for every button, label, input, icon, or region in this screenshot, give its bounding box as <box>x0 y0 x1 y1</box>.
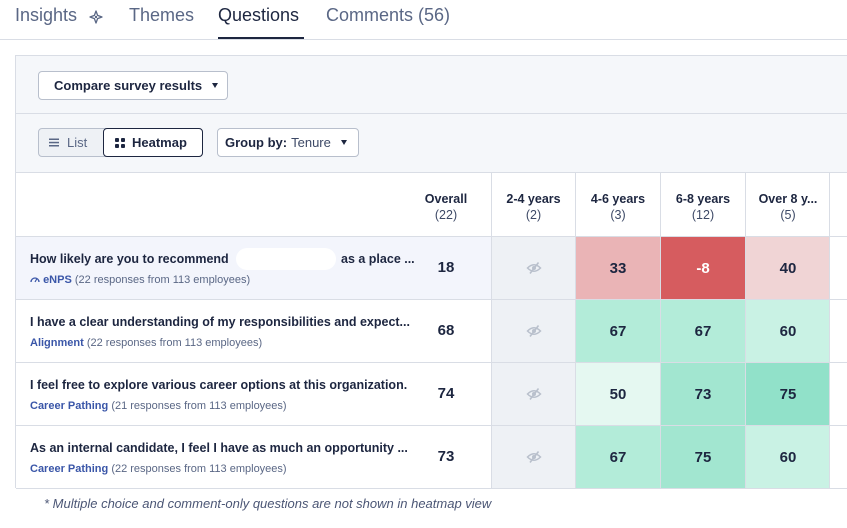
response-count: (21 responses from 113 employees) <box>111 400 287 412</box>
table-row[interactable]: As an internal candidate, I feel I have … <box>16 426 491 489</box>
eye-slash-icon <box>525 325 542 337</box>
theme-label[interactable]: eNPS <box>43 274 72 286</box>
heatmap-cell[interactable]: 75 <box>746 363 830 425</box>
group-by-value: Tenure <box>291 135 331 150</box>
view-controls: List Heatmap Group by: Tenure <box>16 114 847 173</box>
column-header-4-6-years[interactable]: 4-6 years (3) <box>590 192 646 222</box>
overall-score: 18 <box>437 259 455 276</box>
redacted-text <box>236 248 336 270</box>
group-by-dropdown[interactable]: Group by: Tenure <box>217 128 359 157</box>
column-divider <box>660 173 661 489</box>
column-divider <box>745 173 746 489</box>
tab-insights[interactable]: Insights <box>15 5 78 25</box>
heatmap-cell[interactable]: 60 <box>746 426 830 488</box>
sparkle-icon <box>89 10 103 24</box>
column-header-over-8-years[interactable]: Over 8 y... (5) <box>758 192 818 222</box>
eye-slash-icon <box>525 451 542 463</box>
group-by-label: Group by: <box>225 135 288 150</box>
eye-slash-icon <box>525 262 542 274</box>
overall-score: 68 <box>437 322 455 339</box>
column-header-overall[interactable]: Overall (22) <box>424 192 468 222</box>
overall-score: 74 <box>437 385 455 402</box>
heatmap-cell[interactable]: 40 <box>746 237 830 299</box>
column-header-6-8-years[interactable]: 6-8 years (12) <box>675 192 731 222</box>
column-divider <box>575 173 576 489</box>
question-text: How likely are you to recommend <box>30 252 229 266</box>
heatmap-footnote: * Multiple choice and comment-only quest… <box>44 496 492 511</box>
response-count: (22 responses from 113 employees) <box>111 463 287 475</box>
hidden-result-cell <box>492 363 575 425</box>
heatmap-cell[interactable]: -8 <box>661 237 745 299</box>
active-tab-indicator <box>218 37 304 39</box>
hidden-result-cell <box>492 300 575 362</box>
heatmap-panel: Compare survey results List <box>15 55 847 489</box>
gauge-icon <box>30 277 40 283</box>
chevron-down-icon <box>340 140 347 145</box>
theme-label[interactable]: Career Pathing <box>30 463 109 475</box>
row-divider <box>16 299 847 300</box>
compare-bar: Compare survey results <box>16 56 847 114</box>
question-text-end: as a place ... <box>341 252 415 266</box>
hidden-result-cell <box>492 237 575 299</box>
heatmap-cell[interactable]: 75 <box>661 426 745 488</box>
view-toggle: List Heatmap <box>38 128 203 157</box>
heatmap-cell[interactable]: 50 <box>576 363 660 425</box>
hidden-result-cell <box>492 426 575 488</box>
column-divider <box>829 173 830 489</box>
grid-icon <box>115 137 125 148</box>
chevron-down-icon <box>212 83 219 88</box>
tab-questions[interactable]: Questions <box>218 5 300 25</box>
row-divider <box>16 488 847 489</box>
eye-slash-icon <box>525 388 542 400</box>
row-divider <box>16 425 847 426</box>
question-text: I have a clear understanding of my respo… <box>30 315 410 329</box>
table-row[interactable]: How likely are you to recommend as a pla… <box>16 237 491 300</box>
tab-comments[interactable]: Comments (56) <box>326 5 451 25</box>
column-divider <box>491 173 492 489</box>
heatmap-cell[interactable]: 73 <box>661 363 745 425</box>
heatmap-cell[interactable]: 60 <box>746 300 830 362</box>
heatmap-cell[interactable]: 67 <box>661 300 745 362</box>
list-icon <box>49 138 59 147</box>
column-header-2-4-years[interactable]: 2-4 years (2) <box>506 192 561 222</box>
response-count: (22 responses from 113 employees) <box>86 337 263 349</box>
table-row[interactable]: I have a clear understanding of my respo… <box>16 300 491 363</box>
table-row[interactable]: I feel free to explore various career op… <box>16 363 491 426</box>
heatmap-cell[interactable]: 67 <box>576 426 660 488</box>
heatmap-cell[interactable]: 33 <box>576 237 660 299</box>
tab-themes[interactable]: Themes <box>129 5 195 25</box>
heatmap-cell[interactable]: 67 <box>576 300 660 362</box>
heatmap-view-button[interactable]: Heatmap <box>103 128 203 157</box>
question-text: As an internal candidate, I feel I have … <box>30 441 408 455</box>
list-view-button[interactable]: List <box>39 129 103 156</box>
tab-bar: Insights Themes Questions Comments (56) <box>0 0 847 40</box>
compare-survey-button[interactable]: Compare survey results <box>38 71 228 100</box>
row-divider <box>16 236 847 237</box>
row-divider <box>16 362 847 363</box>
question-text: I feel free to explore various career op… <box>30 378 408 392</box>
theme-label[interactable]: Alignment <box>30 337 84 349</box>
overall-score: 73 <box>437 448 455 465</box>
theme-label[interactable]: Career Pathing <box>30 400 109 412</box>
response-count: (22 responses from 113 employees) <box>74 274 251 286</box>
